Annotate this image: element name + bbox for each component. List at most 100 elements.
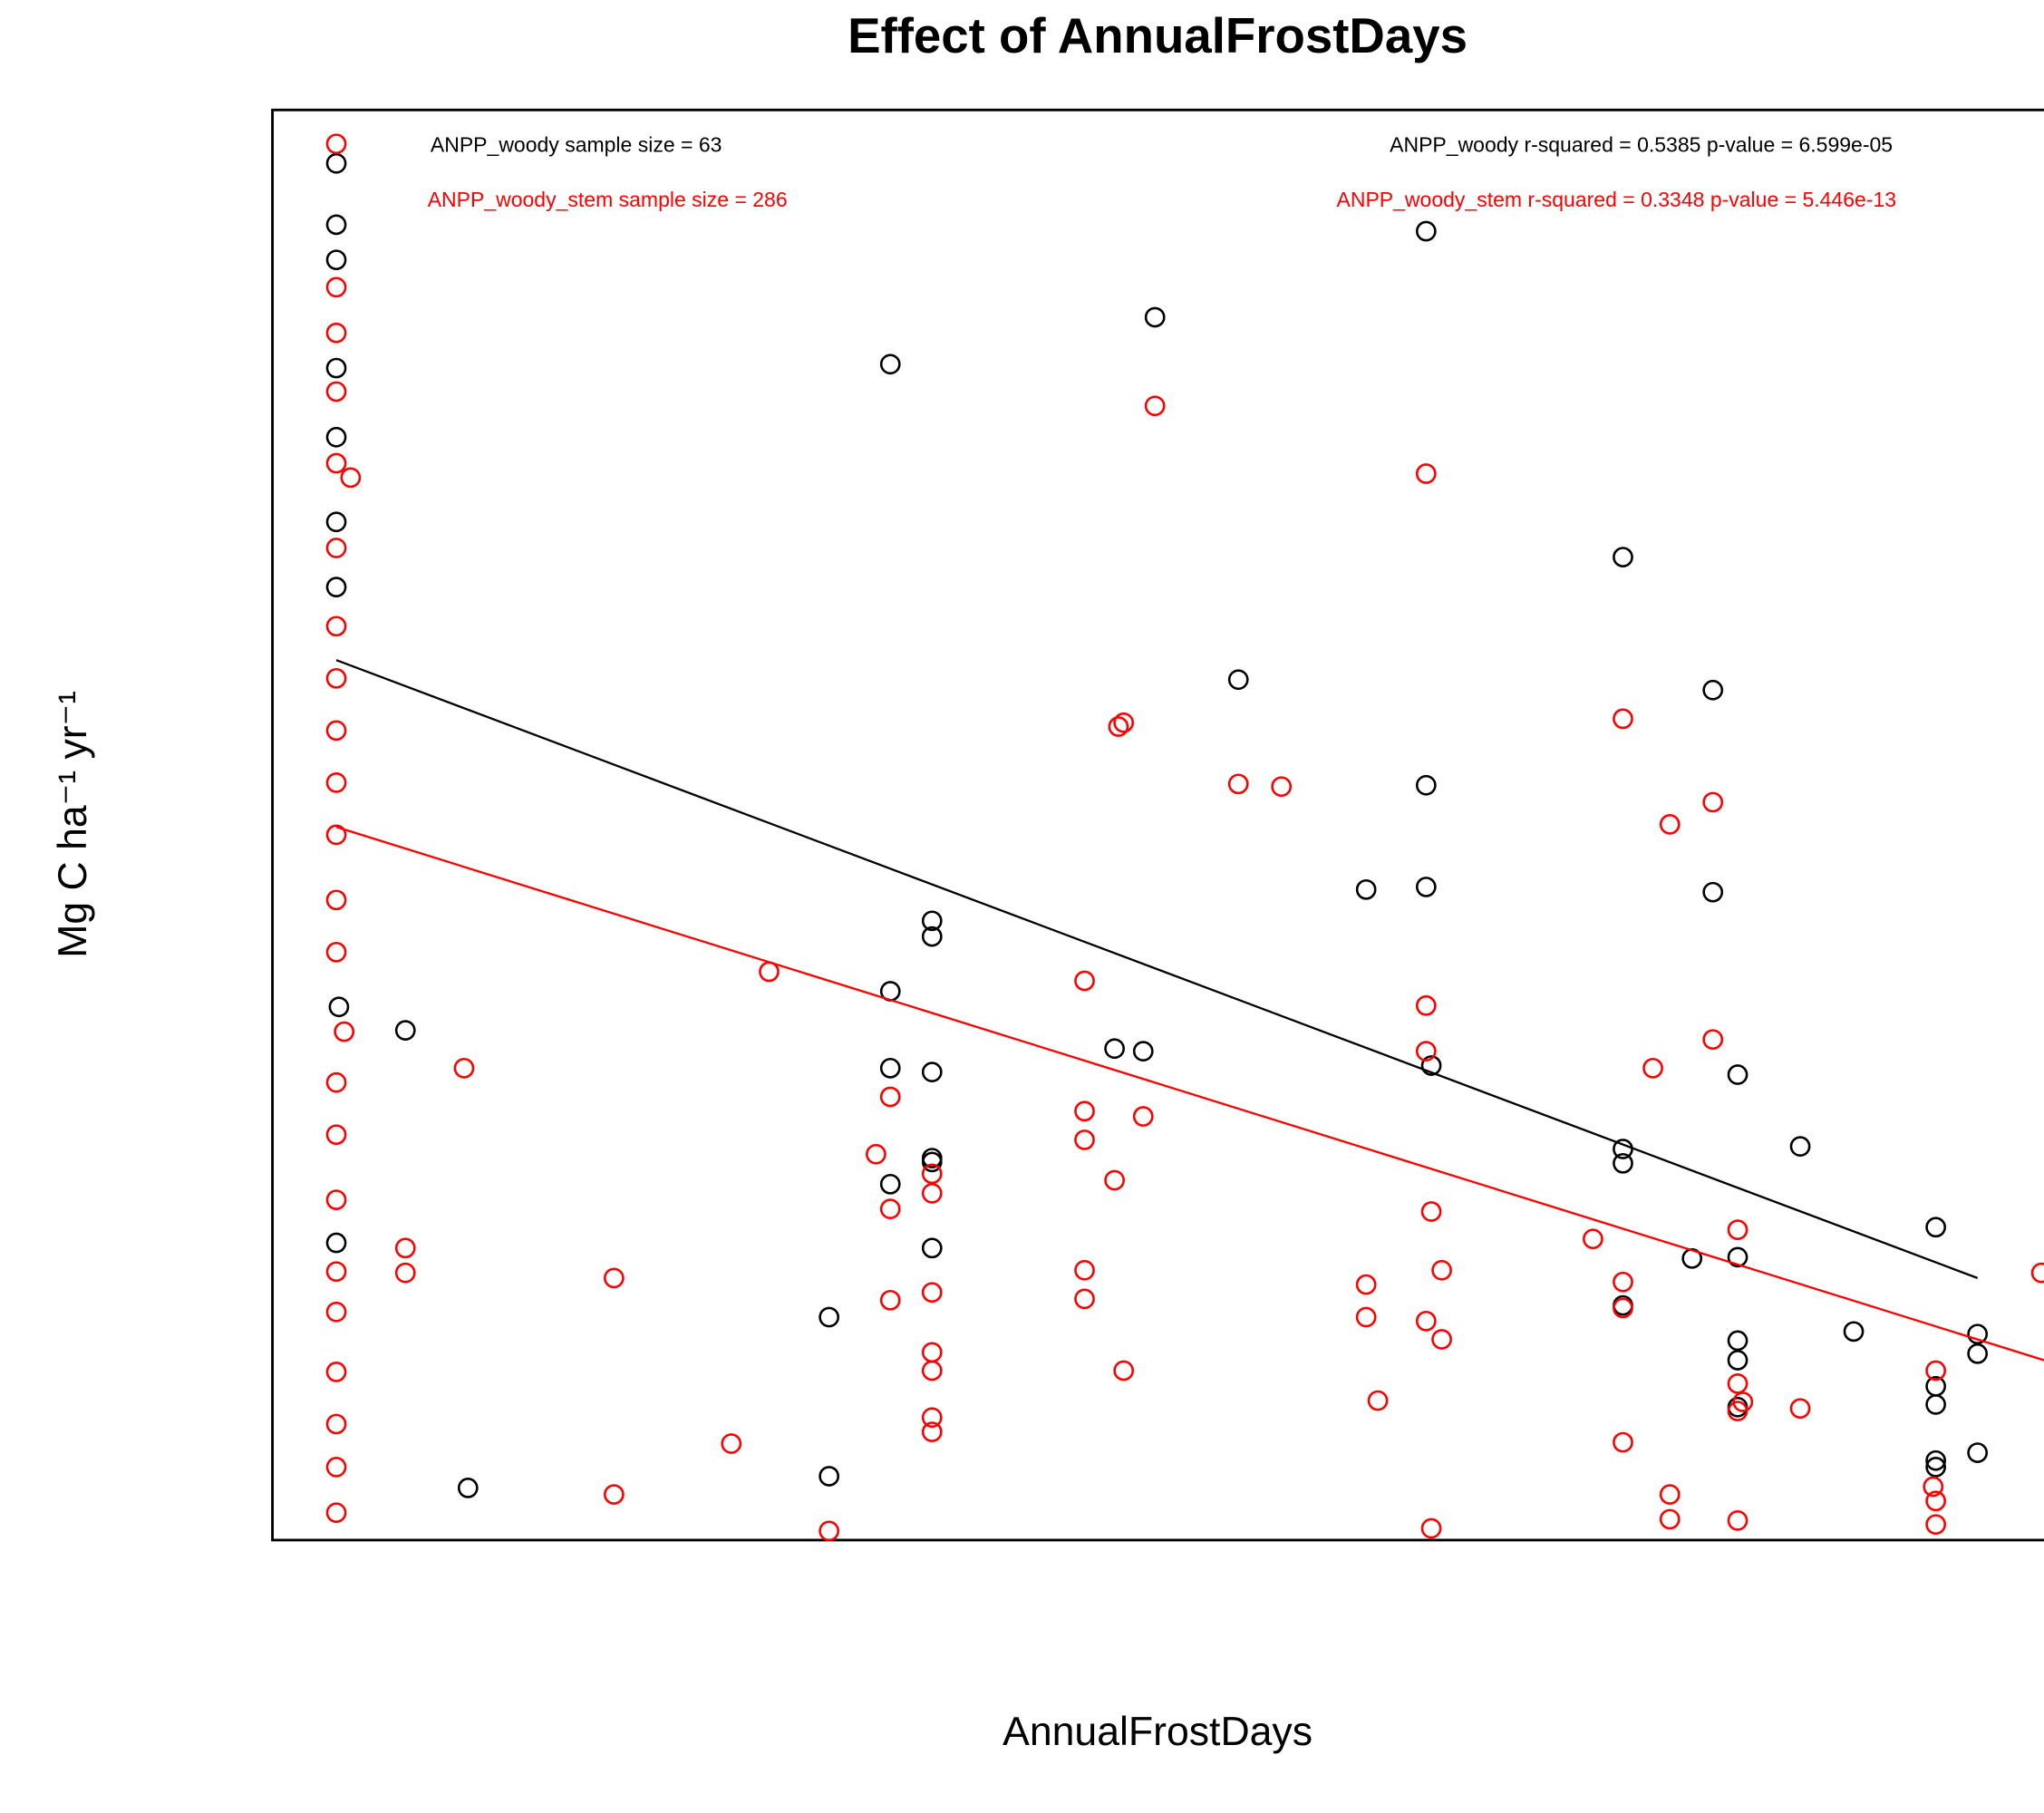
point <box>819 1466 840 1487</box>
point <box>325 577 347 598</box>
point <box>1727 1401 1749 1421</box>
point <box>325 133 347 155</box>
point <box>879 1086 901 1108</box>
point <box>1355 1274 1377 1295</box>
point <box>325 889 347 911</box>
point <box>325 214 347 236</box>
point <box>1727 1219 1749 1241</box>
point <box>819 1306 840 1328</box>
point <box>1702 881 1724 903</box>
point <box>325 511 347 533</box>
point <box>1727 1350 1749 1371</box>
point <box>325 249 347 271</box>
point <box>1104 1169 1125 1191</box>
annotation: ANPP_woody r-squared = 0.5385 p-value = … <box>1390 133 1893 157</box>
point <box>921 1421 943 1442</box>
point <box>921 1237 943 1259</box>
point <box>325 616 347 637</box>
point <box>325 452 347 474</box>
point <box>1144 395 1166 417</box>
point <box>1074 1259 1095 1281</box>
point <box>325 538 347 558</box>
point <box>1113 712 1135 733</box>
point <box>325 667 347 689</box>
point <box>1420 1201 1442 1222</box>
point <box>879 1057 901 1079</box>
point <box>325 276 347 298</box>
plot-frame <box>271 108 2044 1542</box>
point <box>340 467 362 489</box>
point <box>879 354 901 375</box>
point <box>1925 1449 1946 1471</box>
point <box>1108 716 1129 737</box>
point <box>1613 1431 1633 1453</box>
point <box>325 824 347 846</box>
point <box>604 1267 625 1289</box>
point <box>1967 1343 1989 1364</box>
point <box>325 1189 347 1210</box>
point <box>1613 708 1633 730</box>
trend-line <box>335 659 1979 1279</box>
point <box>325 1362 347 1382</box>
point <box>334 1021 355 1042</box>
point <box>1727 1330 1749 1352</box>
point <box>1431 1329 1452 1350</box>
point <box>1113 1360 1135 1382</box>
point <box>921 1183 943 1204</box>
point <box>1355 1306 1377 1328</box>
point <box>1659 1508 1681 1530</box>
annotation: ANPP_woody sample size = 63 <box>431 133 722 157</box>
point <box>1074 1129 1095 1150</box>
point <box>1967 1442 1989 1463</box>
point <box>921 926 943 947</box>
point <box>866 1143 886 1165</box>
point <box>1642 1057 1663 1079</box>
point <box>921 1151 943 1173</box>
point <box>394 1237 416 1259</box>
annotation: ANPP_woody_stem sample size = 286 <box>428 188 788 211</box>
point <box>325 1124 347 1146</box>
point <box>2030 1262 2044 1284</box>
point <box>1925 1217 1946 1238</box>
point <box>325 357 347 379</box>
point <box>819 1520 840 1542</box>
chart-title: Effect of AnnualFrostDays <box>848 8 1468 63</box>
point <box>1925 1490 1946 1512</box>
point <box>325 381 347 402</box>
point <box>1227 669 1249 691</box>
point <box>721 1433 742 1454</box>
point <box>921 1342 943 1363</box>
point <box>325 1071 347 1093</box>
point <box>1227 773 1249 795</box>
point <box>1925 1457 1946 1478</box>
point <box>1727 1510 1749 1531</box>
point <box>879 1173 901 1195</box>
point <box>1415 463 1437 484</box>
point <box>1659 1484 1681 1505</box>
point <box>1925 1360 1946 1382</box>
point <box>1415 220 1437 242</box>
point <box>1420 1055 1442 1076</box>
point <box>1415 774 1437 796</box>
point <box>604 1484 625 1505</box>
y-axis-label: Mg C ha⁻¹ yr⁻¹ <box>51 691 95 958</box>
point <box>1415 877 1437 897</box>
point <box>1727 1064 1749 1085</box>
point <box>394 1262 416 1284</box>
point <box>325 1261 347 1283</box>
trend-line <box>335 826 2044 1362</box>
point <box>1074 1288 1095 1310</box>
point <box>1431 1259 1452 1281</box>
point <box>453 1057 475 1079</box>
point <box>879 1289 901 1311</box>
point <box>325 152 347 174</box>
point <box>1415 994 1437 1016</box>
point <box>1967 1323 1989 1345</box>
point <box>1132 1041 1154 1062</box>
point <box>921 1360 943 1382</box>
point <box>1727 1246 1749 1268</box>
point <box>1367 1390 1389 1411</box>
point <box>1727 1372 1749 1394</box>
point <box>1702 791 1724 813</box>
